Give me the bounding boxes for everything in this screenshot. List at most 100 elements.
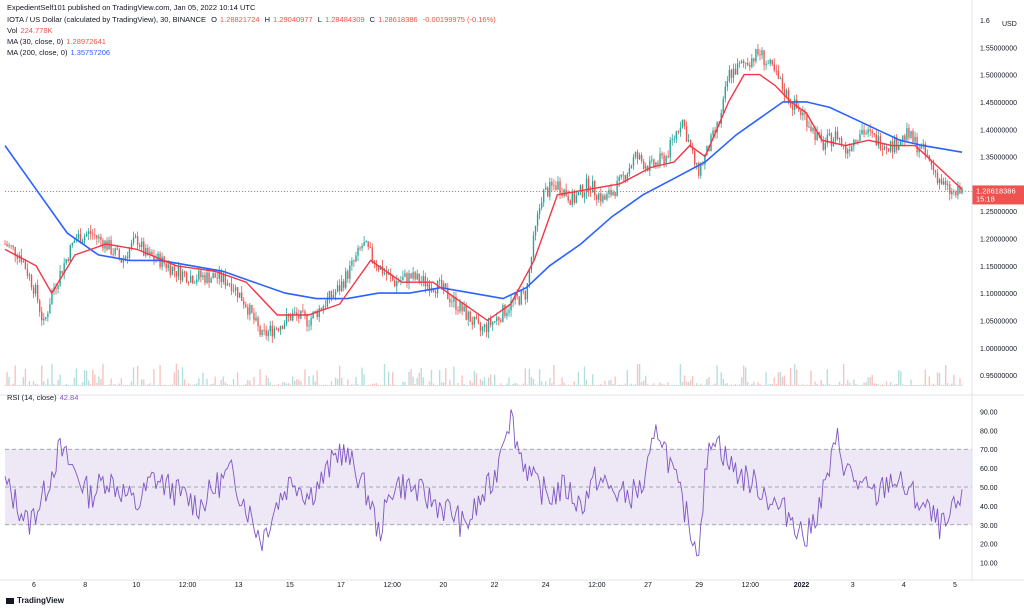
candle-body (563, 189, 565, 197)
volume-bar (624, 383, 627, 386)
candle-body (859, 134, 861, 141)
volume-bar (655, 384, 657, 386)
time-tick-label: 5 (953, 582, 957, 589)
volume-bar (30, 384, 33, 386)
candle-body (347, 271, 349, 279)
ma30-legend[interactable]: MA (30, close, 0) 1.28972641 (7, 37, 106, 46)
volume-bar (302, 384, 304, 386)
volume-bar (18, 384, 20, 386)
candle-body (451, 301, 453, 303)
price-tick-label: 1.25000000 (980, 209, 1017, 216)
rsi-legend[interactable]: RSI (14, close) 42.84 (7, 393, 79, 402)
candle-body (214, 273, 216, 278)
volume-bar (87, 380, 90, 386)
volume-bar (6, 371, 8, 386)
candle-body (359, 247, 361, 249)
candle-body (761, 50, 763, 56)
volume-bar (620, 384, 622, 386)
volume-bar (245, 383, 247, 386)
candle-body (606, 194, 608, 200)
volume-bar (163, 384, 165, 386)
volume-bar (389, 384, 392, 386)
axes: 0.95000000 1.00000000 1.05000000 1.10000000… (0, 0, 1024, 589)
candle-body (196, 279, 198, 283)
volume-bar (434, 385, 437, 386)
volume-bar (353, 384, 355, 386)
candle-body (251, 304, 253, 313)
volume-bar (565, 384, 567, 386)
volume-bar (463, 383, 465, 386)
volume-bar (632, 384, 635, 386)
candle-body (151, 251, 153, 256)
volume-bar (734, 383, 737, 386)
candle-body (126, 256, 129, 259)
candle-body (618, 176, 620, 182)
volume-bar (440, 382, 443, 386)
candle-body (198, 270, 200, 280)
candle-body (24, 261, 27, 270)
volume-bar (755, 384, 757, 386)
volume-bar (236, 372, 239, 386)
volume-bar (300, 381, 302, 386)
volume-bar (834, 384, 837, 386)
rsi-pane[interactable] (4, 409, 972, 557)
ma200-legend[interactable]: MA (200, close, 0) 1.35757206 (7, 48, 111, 57)
volume-bar (769, 384, 771, 386)
candle-body (247, 307, 249, 315)
volume-bar (24, 368, 27, 386)
volume-bar (579, 384, 582, 386)
candle-body (363, 242, 365, 246)
volume-bar (696, 383, 698, 386)
volume-bar (779, 371, 782, 386)
volume-bar (908, 384, 910, 386)
candle-body (549, 181, 551, 197)
volume-bar (869, 377, 871, 386)
candle-body (918, 148, 920, 153)
candle-body (238, 292, 241, 298)
candle-body (638, 154, 641, 159)
candle-body (118, 249, 120, 259)
candle-body (922, 143, 924, 146)
candle-body (504, 305, 506, 317)
candle-body (473, 316, 476, 325)
candle-body (934, 170, 937, 173)
candle-body (677, 131, 680, 133)
volume-bar (785, 384, 788, 386)
volume-bar (279, 384, 282, 386)
volume-bar (189, 384, 192, 386)
volume-bar (724, 383, 727, 386)
candle-body (822, 140, 824, 150)
volume-bar (553, 364, 555, 386)
candle-body (79, 233, 82, 244)
volume-bar (361, 367, 363, 386)
candle-body (292, 313, 294, 321)
candle-body (320, 308, 322, 311)
rsi-tick-label: 10.00 (980, 561, 998, 568)
volume-bar (487, 377, 490, 386)
volume-bar (304, 369, 306, 386)
volume-bar (145, 384, 147, 386)
candle-body (779, 78, 782, 79)
volume-bar (516, 383, 518, 386)
candle-body (596, 195, 598, 200)
candle-body (463, 306, 465, 312)
volume-bar (534, 384, 537, 386)
volume-bar (98, 376, 100, 386)
candle-body (957, 186, 959, 196)
volume-bar (634, 384, 637, 386)
volume-bar (267, 378, 269, 386)
tradingview-logo[interactable]: TradingView (6, 596, 64, 605)
volume-bar (165, 384, 167, 386)
candle-body (940, 179, 943, 185)
volume-bar (141, 379, 143, 386)
volume-bar (340, 377, 343, 386)
volume-bar (294, 380, 296, 386)
volume-legend[interactable]: Vol 224.778K (7, 26, 53, 35)
candle-body (628, 168, 631, 175)
volume-bar (857, 384, 859, 386)
candle-body (659, 153, 661, 165)
candle-body (944, 181, 947, 186)
candle-body (496, 317, 498, 322)
